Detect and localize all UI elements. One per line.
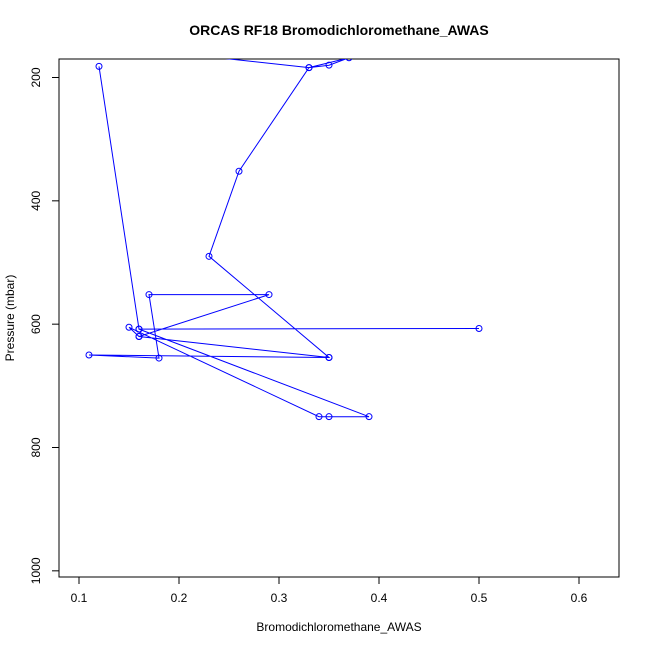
data-point [345, 59, 353, 62]
data-point [475, 324, 483, 332]
y-tick-label: 800 [29, 437, 43, 457]
data-point [145, 291, 153, 299]
data-point [155, 354, 163, 362]
data-point [265, 291, 273, 299]
y-axis: 200 400 600 800 1000 [29, 67, 60, 584]
data-point [315, 413, 323, 421]
x-axis-label: Bromodichloromethane_AWAS [256, 620, 421, 634]
data-point [176, 50, 182, 56]
chart-title: ORCAS RF18 Bromodichloromethane_AWAS [189, 22, 489, 38]
x-tick-label: 0.1 [71, 591, 88, 605]
y-tick-label: 600 [29, 314, 43, 334]
x-axis: 0.1 0.2 0.3 0.4 0.5 0.6 [71, 576, 588, 605]
data-point [325, 413, 333, 421]
series-line [88, 59, 480, 418]
data-point [305, 64, 313, 72]
x-tick-label: 0.5 [471, 591, 488, 605]
data-point [135, 325, 143, 333]
data-point [235, 167, 243, 175]
x-tick-label: 0.2 [171, 591, 188, 605]
y-tick-label: 200 [29, 67, 43, 87]
data-point [205, 252, 213, 260]
plot-frame [58, 58, 620, 578]
data-point [125, 323, 133, 331]
data-point [85, 351, 93, 359]
y-axis-label: Pressure (mbar) [3, 275, 17, 362]
x-tick-label: 0.3 [271, 591, 288, 605]
x-tick-label: 0.4 [371, 591, 388, 605]
series-layer [85, 50, 483, 421]
data-point [135, 333, 143, 340]
data-point [325, 353, 333, 361]
y-tick-label: 1000 [29, 557, 43, 584]
y-tick-label: 400 [29, 191, 43, 211]
x-tick-label: 0.6 [571, 591, 588, 605]
data-point [325, 61, 333, 69]
data-point [95, 62, 103, 70]
data-point [365, 413, 373, 421]
